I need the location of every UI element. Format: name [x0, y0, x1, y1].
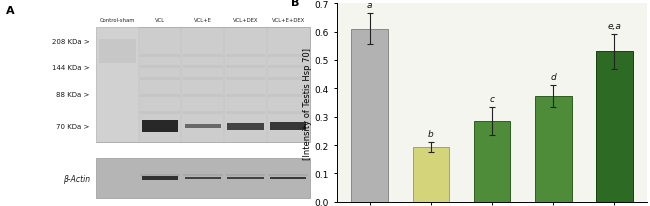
Bar	[268, 66, 308, 69]
Text: d: d	[551, 73, 556, 82]
Bar	[183, 174, 222, 176]
Text: VCL+E+DEX: VCL+E+DEX	[272, 18, 305, 23]
Bar	[226, 112, 265, 115]
Text: 88 KDa >: 88 KDa >	[57, 91, 90, 97]
Bar	[183, 66, 222, 69]
Bar	[140, 77, 180, 81]
Text: 144 KDa >: 144 KDa >	[52, 65, 90, 71]
Text: A: A	[6, 6, 15, 16]
Bar	[270, 123, 306, 131]
Bar	[535, 96, 571, 202]
Y-axis label: [Intensity of Testis Hsp 70]: [Intensity of Testis Hsp 70]	[303, 47, 312, 159]
Bar	[142, 177, 178, 180]
Bar	[268, 77, 308, 81]
Bar	[185, 124, 221, 129]
Bar	[413, 147, 449, 202]
Bar	[227, 177, 264, 180]
Text: B: B	[291, 0, 300, 8]
Bar	[268, 55, 308, 57]
Bar	[226, 55, 265, 57]
Text: 70 KDa >: 70 KDa >	[57, 124, 90, 130]
Bar	[226, 66, 265, 69]
Bar	[183, 112, 222, 115]
Bar	[142, 120, 178, 133]
Bar	[183, 77, 222, 81]
Bar	[140, 55, 180, 57]
Bar	[474, 121, 510, 202]
Text: 208 KDa >: 208 KDa >	[52, 39, 90, 45]
Bar	[226, 95, 265, 98]
Bar	[183, 55, 222, 57]
Bar	[96, 158, 309, 198]
Bar	[185, 177, 221, 180]
Bar	[268, 95, 308, 98]
Text: VCL+DEX: VCL+DEX	[233, 18, 258, 23]
Text: Control-sham: Control-sham	[99, 18, 135, 23]
Text: a: a	[367, 1, 372, 10]
Text: b: b	[428, 129, 434, 138]
Bar	[352, 29, 388, 202]
Bar	[96, 28, 138, 143]
Bar	[270, 177, 306, 180]
Bar	[226, 77, 265, 81]
Text: c: c	[489, 95, 495, 104]
Bar	[268, 174, 308, 176]
Text: VCL: VCL	[155, 18, 165, 23]
Bar	[596, 52, 632, 202]
Bar	[140, 66, 180, 69]
Bar	[227, 123, 264, 130]
Bar	[268, 112, 308, 115]
Text: VCL+E: VCL+E	[194, 18, 212, 23]
Bar	[140, 174, 180, 176]
Bar	[96, 28, 309, 143]
Text: e,a: e,a	[607, 21, 621, 30]
Bar	[140, 95, 180, 98]
Bar	[183, 95, 222, 98]
Text: β-Actin: β-Actin	[63, 174, 90, 183]
Bar	[99, 40, 136, 63]
Bar	[140, 112, 180, 115]
Bar	[226, 174, 265, 176]
